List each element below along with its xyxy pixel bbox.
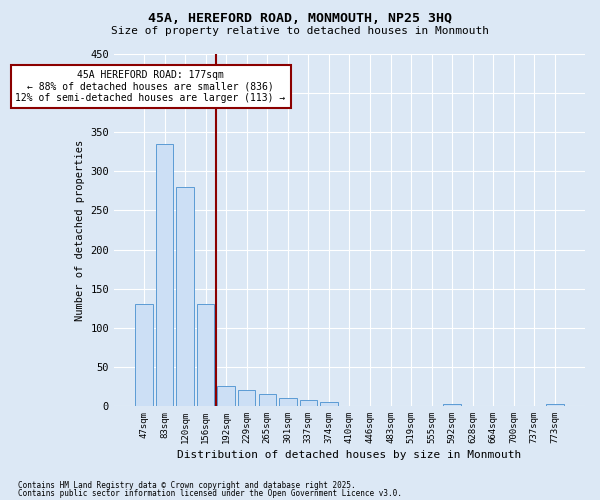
Text: Contains HM Land Registry data © Crown copyright and database right 2025.: Contains HM Land Registry data © Crown c…	[18, 480, 356, 490]
Bar	[176, 187, 194, 406]
Bar	[320, 402, 338, 406]
Bar	[259, 394, 276, 406]
Bar	[135, 304, 153, 406]
Text: 45A HEREFORD ROAD: 177sqm
← 88% of detached houses are smaller (836)
12% of semi: 45A HEREFORD ROAD: 177sqm ← 88% of detac…	[16, 70, 286, 103]
Text: Contains public sector information licensed under the Open Government Licence v3: Contains public sector information licen…	[18, 489, 402, 498]
X-axis label: Distribution of detached houses by size in Monmouth: Distribution of detached houses by size …	[178, 450, 521, 460]
Bar	[238, 390, 256, 406]
Text: Size of property relative to detached houses in Monmouth: Size of property relative to detached ho…	[111, 26, 489, 36]
Y-axis label: Number of detached properties: Number of detached properties	[75, 140, 85, 320]
Bar	[443, 404, 461, 406]
Bar	[197, 304, 214, 406]
Text: 45A, HEREFORD ROAD, MONMOUTH, NP25 3HQ: 45A, HEREFORD ROAD, MONMOUTH, NP25 3HQ	[148, 12, 452, 26]
Bar	[299, 400, 317, 406]
Bar	[546, 404, 563, 406]
Bar	[156, 144, 173, 406]
Bar	[217, 386, 235, 406]
Bar	[279, 398, 296, 406]
